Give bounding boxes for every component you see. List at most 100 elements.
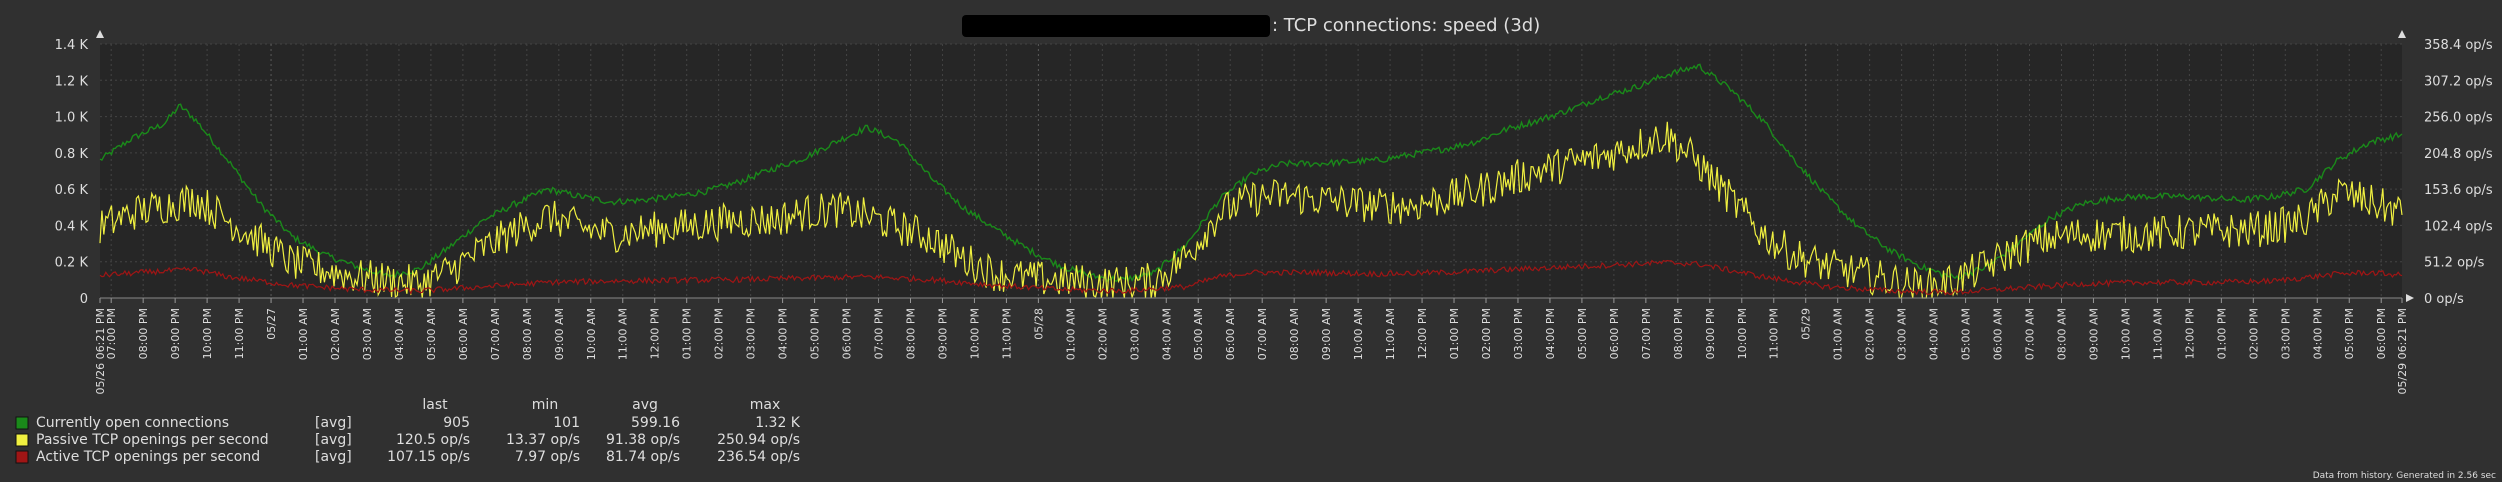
x-tick-label: 10:00 PM	[201, 308, 214, 359]
x-tick-label: 02:00 PM	[713, 308, 726, 359]
title-redaction	[962, 15, 1270, 37]
x-tick-label: 07:00 AM	[1256, 308, 1269, 360]
left-tick-label: 0.8 K	[55, 147, 89, 162]
left-tick-label: 1.2 K	[55, 74, 89, 89]
x-tick-label: 10:00 PM	[968, 308, 981, 359]
x-tick-label: 09:00 AM	[553, 308, 566, 360]
x-tick-label: 01:00 AM	[297, 308, 310, 360]
x-tick-label: 05:00 AM	[1960, 308, 1973, 360]
x-tick-label: 09:00 AM	[1320, 308, 1333, 360]
x-tick-label: 01:00 PM	[1448, 308, 1461, 359]
series-line-3	[99, 259, 2403, 296]
legend-series-name: Active TCP openings per second	[36, 449, 260, 465]
legend-series-name: Passive TCP openings per second	[36, 432, 269, 448]
x-date-label: 05/29 06:21 PM	[2396, 308, 2409, 395]
right-tick-label: 307.2 op/s	[2424, 74, 2493, 89]
legend-max-value: 236.54 op/s	[717, 449, 800, 465]
x-tick-label: 09:00 PM	[936, 308, 949, 359]
x-tick-label: 07:00 PM	[105, 308, 118, 359]
x-tick-label: 12:00 PM	[649, 308, 662, 359]
legend-func: [avg]	[315, 415, 352, 431]
x-tick-label: 08:00 AM	[1288, 308, 1301, 360]
left-axis-arrow	[96, 30, 104, 38]
right-tick-label: 51.2 op/s	[2424, 256, 2485, 271]
x-tick-label: 02:00 AM	[329, 308, 342, 360]
x-date-label: 05/27	[265, 308, 278, 340]
left-tick-label: 0.6 K	[55, 183, 89, 198]
legend-last-value: 905	[443, 415, 470, 431]
x-tick-label: 06:00 PM	[1608, 308, 1621, 359]
x-axis-arrow	[2406, 294, 2414, 302]
legend-func: [avg]	[315, 432, 352, 448]
x-tick-label: 04:00 PM	[2311, 308, 2324, 359]
x-tick-label: 03:00 PM	[745, 308, 758, 359]
legend-swatch	[15, 450, 29, 464]
x-tick-label: 02:00 AM	[1864, 308, 1877, 360]
x-tick-label: 03:00 AM	[1896, 308, 1909, 360]
right-tick-label: 102.4 op/s	[2424, 219, 2493, 234]
x-tick-label: 09:00 AM	[2087, 308, 2100, 360]
legend-header: last	[422, 397, 448, 413]
left-tick-label: 1.4 K	[55, 38, 89, 53]
legend-min-value: 101	[553, 415, 580, 431]
x-tick-label: 10:00 PM	[1736, 308, 1749, 359]
legend-min-value: 7.97 op/s	[515, 449, 580, 465]
left-tick-label: 1.0 K	[55, 111, 89, 126]
x-date-label: 05/28	[1032, 308, 1045, 340]
x-tick-label: 02:00 PM	[1480, 308, 1493, 359]
x-tick-label: 10:00 AM	[585, 308, 598, 360]
legend-header: avg	[632, 397, 658, 413]
x-tick-label: 05:00 PM	[2343, 308, 2356, 359]
footer-note: Data from history. Generated in 2.56 sec	[2313, 471, 2496, 481]
legend-swatch	[15, 416, 29, 430]
legend-avg-value: 81.74 op/s	[606, 449, 680, 465]
x-tick-label: 04:00 AM	[1160, 308, 1173, 360]
x-tick-label: 11:00 PM	[1000, 308, 1013, 359]
x-date-label: 05/26 06:21 PM	[94, 308, 107, 395]
x-tick-label: 10:00 AM	[2119, 308, 2132, 360]
x-tick-label: 11:00 AM	[617, 308, 630, 360]
right-tick-label: 204.8 op/s	[2424, 147, 2493, 162]
legend-avg-value: 91.38 op/s	[606, 432, 680, 448]
legend-last-value: 107.15 op/s	[387, 449, 470, 465]
x-tick-label: 08:00 AM	[2055, 308, 2068, 360]
x-tick-label: 07:00 AM	[2024, 308, 2037, 360]
legend-avg-value: 599.16	[631, 415, 680, 431]
x-tick-label: 06:00 AM	[1992, 308, 2005, 360]
x-tick-label: 01:00 AM	[1064, 308, 1077, 360]
x-tick-label: 05:00 AM	[1192, 308, 1205, 360]
x-tick-label: 03:00 AM	[361, 308, 374, 360]
x-tick-label: 11:00 AM	[1384, 308, 1397, 360]
series-line-1	[99, 63, 2403, 283]
x-tick-label: 03:00 PM	[2279, 308, 2292, 359]
x-tick-label: 06:00 PM	[841, 308, 854, 359]
series-line-2	[99, 121, 2403, 300]
x-tick-label: 07:00 PM	[873, 308, 886, 359]
right-tick-label: 153.6 op/s	[2424, 183, 2493, 198]
x-tick-label: 06:00 PM	[2375, 308, 2388, 359]
x-tick-label: 02:00 PM	[2247, 308, 2260, 359]
x-tick-label: 09:00 PM	[1704, 308, 1717, 359]
x-tick-label: 03:00 PM	[1512, 308, 1525, 359]
x-tick-label: 09:00 PM	[169, 308, 182, 359]
left-tick-label: 0	[80, 292, 88, 307]
legend-max-value: 250.94 op/s	[717, 432, 800, 448]
x-tick-label: 11:00 PM	[233, 308, 246, 359]
x-tick-label: 08:00 PM	[904, 308, 917, 359]
legend-swatch	[15, 433, 29, 447]
x-tick-label: 06:00 AM	[457, 308, 470, 360]
x-tick-label: 02:00 AM	[1096, 308, 1109, 360]
x-tick-label: 04:00 AM	[393, 308, 406, 360]
x-tick-label: 01:00 PM	[681, 308, 694, 359]
x-tick-label: 07:00 PM	[1640, 308, 1653, 359]
legend-header: min	[532, 397, 558, 413]
x-tick-label: 11:00 PM	[1768, 308, 1781, 359]
x-tick-label: 08:00 AM	[521, 308, 534, 360]
legend-min-value: 13.37 op/s	[506, 432, 580, 448]
x-tick-label: 04:00 PM	[777, 308, 790, 359]
x-tick-label: 04:00 AM	[1928, 308, 1941, 360]
legend-series-name: Currently open connections	[36, 415, 229, 431]
x-tick-label: 12:00 PM	[2183, 308, 2196, 359]
chart-title: : TCP connections: speed (3d)	[1272, 15, 1540, 36]
x-tick-label: 10:00 AM	[1352, 308, 1365, 360]
